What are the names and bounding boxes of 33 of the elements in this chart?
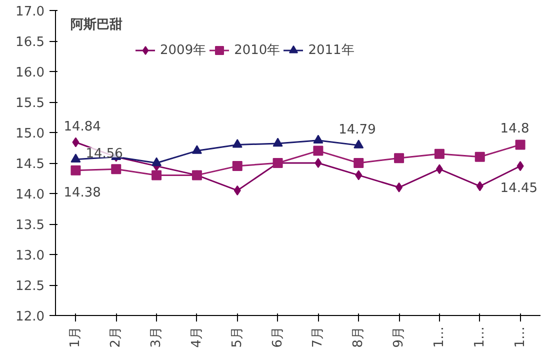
text: 阿斯巴甜 (70, 18, 123, 32)
y-tick-label: 12.5 (16, 279, 45, 294)
y-tick-label: 15.0 (16, 126, 45, 142)
legend-label: 2009年 (160, 42, 206, 59)
x-tick-label: 1… (512, 326, 528, 348)
legend-label: 2010年 (234, 42, 280, 59)
data-label: 14.56 (86, 146, 123, 162)
y-tick-label: 17.0 (16, 4, 45, 20)
data-label: 14.38 (64, 185, 101, 200)
x-tick-label: 4月 (189, 326, 204, 348)
data-label: 14.84 (64, 119, 101, 134)
y-tick-label: 14.0 (16, 188, 45, 202)
y-tick-label: 16.5 (16, 35, 45, 50)
y-tick-label: 13.5 (16, 218, 45, 233)
x-tick-label: 5月 (230, 326, 245, 348)
y-tick-label: 13.0 (16, 248, 45, 264)
data-label: 14.79 (338, 122, 376, 138)
x-tick-label: 8月 (351, 326, 366, 348)
data-label: 14.8 (500, 122, 530, 137)
legend-label: 2011年 (308, 42, 354, 59)
x-tick-label: 6月 (270, 326, 286, 348)
y-tick-label: 15.5 (16, 96, 45, 111)
x-tick-label: 1月 (68, 326, 84, 348)
x-tick-label: 3月 (149, 326, 164, 348)
x-tick-label: 1… (432, 326, 447, 348)
x-tick-label: 7月 (310, 326, 326, 348)
x-tick-label: 9月 (392, 326, 407, 348)
y-tick-label: 12.0 (16, 310, 45, 324)
y-tick-label: 16.0 (16, 66, 45, 80)
y-tick-label: 14.5 (16, 157, 45, 172)
x-tick-label: 2月 (108, 326, 124, 348)
data-label: 14.45 (500, 181, 538, 196)
x-tick-label: 1… (472, 326, 488, 348)
